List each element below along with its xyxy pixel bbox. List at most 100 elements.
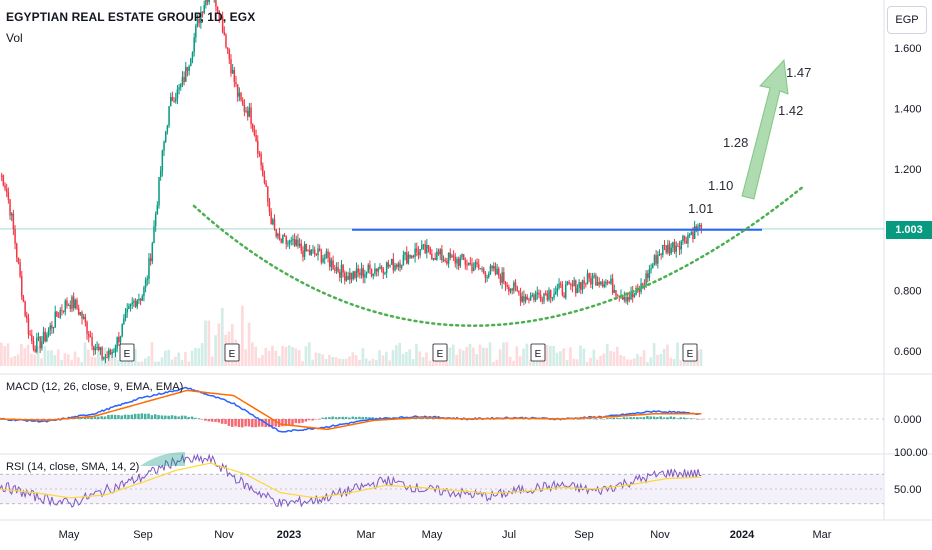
candle	[69, 305, 72, 309]
candle	[37, 336, 40, 338]
price-axis-tick: 1.200	[894, 164, 922, 176]
volume-bar	[515, 346, 519, 366]
candle	[459, 257, 462, 266]
volume-bar	[605, 343, 609, 366]
candle	[531, 294, 534, 296]
macd-histogram-bar	[368, 417, 371, 419]
time-axis-tick: Mar	[357, 529, 376, 541]
volume-bar	[686, 360, 689, 366]
volume-bar	[636, 354, 639, 366]
volume-bar	[153, 361, 157, 366]
volume-bar	[615, 346, 619, 366]
candle	[580, 282, 582, 290]
volume-bar	[518, 356, 522, 366]
candle	[436, 251, 438, 260]
candle	[158, 177, 160, 206]
macd-histogram-bar	[167, 415, 170, 419]
volume-bar	[632, 358, 636, 366]
candle	[305, 244, 308, 252]
candle	[462, 254, 465, 260]
candle	[101, 347, 103, 359]
candle	[345, 276, 348, 281]
candle	[159, 170, 162, 178]
volume-bar	[50, 350, 53, 366]
volume-bar	[187, 361, 191, 366]
candle	[96, 346, 98, 349]
candle	[126, 308, 128, 313]
volume-bar	[676, 342, 679, 366]
candle	[143, 287, 145, 297]
macd-line	[0, 386, 702, 433]
macd-histogram-bar	[431, 418, 435, 420]
macd-histogram-bar	[321, 417, 324, 419]
volume-bar	[220, 307, 224, 366]
candle	[342, 264, 344, 273]
candle	[108, 350, 110, 358]
macd-histogram-bar	[311, 419, 314, 421]
macd-histogram-bar	[314, 419, 318, 420]
candle	[79, 312, 82, 315]
candle	[486, 277, 488, 279]
candle	[169, 97, 172, 107]
candle	[484, 272, 487, 278]
candle	[685, 240, 688, 244]
candle	[655, 255, 657, 264]
candle	[233, 69, 236, 82]
macd-histogram-bar	[341, 416, 344, 419]
candle	[290, 240, 292, 242]
candle	[370, 269, 373, 276]
volume-bar	[180, 360, 184, 366]
macd-histogram-bar	[354, 417, 358, 419]
volume-bar	[415, 343, 418, 366]
candle	[566, 281, 569, 285]
candle	[652, 264, 654, 269]
candle	[133, 300, 135, 303]
macd-histogram-bar	[254, 419, 257, 428]
candle	[379, 266, 381, 269]
candle	[273, 219, 276, 230]
candle	[549, 290, 552, 298]
volume-bar	[619, 354, 622, 366]
candle	[519, 293, 522, 302]
candle	[141, 296, 144, 301]
candle	[635, 288, 637, 296]
candle	[277, 233, 279, 237]
candle	[195, 25, 197, 38]
macd-histogram-bar	[244, 419, 247, 427]
macd-histogram-bar	[87, 417, 90, 419]
candle	[15, 243, 18, 258]
candle	[503, 272, 505, 282]
candle	[359, 272, 361, 276]
macd-histogram-bar	[615, 417, 619, 419]
candle	[22, 296, 25, 302]
volume-bar	[579, 345, 582, 366]
macd-histogram-bar	[237, 419, 241, 428]
currency-button[interactable]: EGP	[887, 6, 927, 34]
candle	[446, 260, 448, 264]
candle	[89, 336, 92, 338]
candle	[682, 235, 684, 242]
macd-histogram-bar	[174, 415, 177, 419]
candle	[660, 253, 662, 255]
candle	[9, 199, 11, 216]
candle	[464, 259, 467, 265]
macd-histogram-bar	[284, 419, 288, 427]
volume-bar	[214, 335, 217, 366]
volume-bar	[53, 355, 57, 366]
earnings-marker	[432, 343, 448, 362]
candle	[206, 0, 209, 2]
time-axis-tick: 2024	[730, 529, 755, 541]
candle	[272, 219, 274, 225]
macd-histogram-bar	[358, 416, 361, 419]
candle	[34, 348, 36, 352]
macd-histogram-bar	[361, 416, 365, 419]
volume-bar	[652, 343, 656, 366]
volume-bar	[405, 351, 408, 366]
volume-bar	[301, 361, 304, 366]
macd-axis-tick: 0.000	[894, 414, 922, 426]
candle	[113, 351, 115, 353]
macd-histogram-bar	[351, 416, 355, 419]
macd-histogram-bar	[224, 419, 227, 424]
price-axis-tick: 0.800	[894, 285, 922, 297]
